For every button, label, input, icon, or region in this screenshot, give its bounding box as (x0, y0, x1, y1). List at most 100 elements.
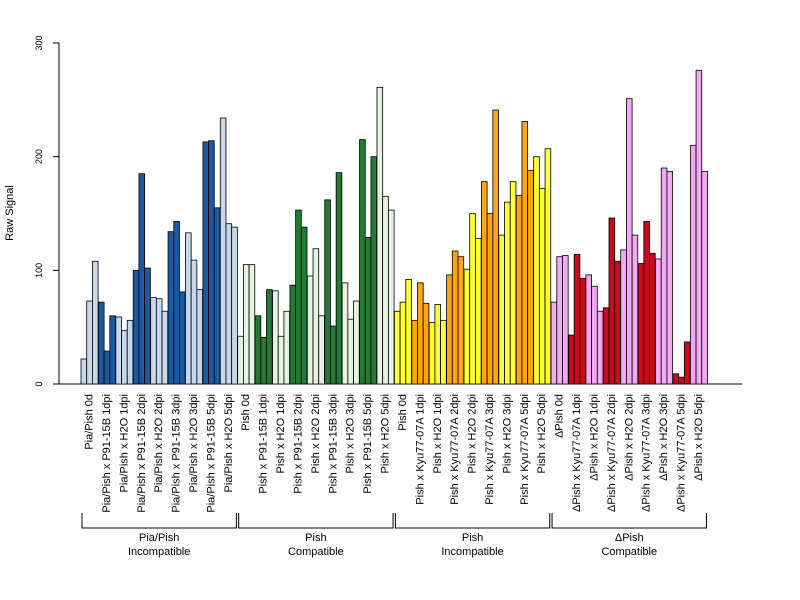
bar (138, 173, 146, 385)
x-tick-label: ΔPish x H2O 2dpi (623, 394, 635, 481)
bar (596, 310, 604, 385)
bar (242, 264, 250, 385)
bar (364, 236, 372, 385)
bar (347, 318, 354, 385)
bar (92, 260, 99, 385)
bar (683, 341, 691, 385)
group-bracket (551, 513, 707, 529)
bar (422, 302, 430, 385)
x-tick-label: Pish x P91-15B 5dpi (362, 394, 374, 494)
x-tick-label: Pia/Pish x H2O 5dpi (223, 394, 235, 492)
bar (591, 285, 598, 385)
bar (121, 330, 128, 385)
bar (672, 373, 680, 385)
group-label-line2: Compatible (601, 546, 657, 558)
x-tick-label: ΔPish x H2O 1dpi (588, 394, 600, 481)
bar (585, 274, 592, 385)
bar (481, 181, 488, 385)
bar (538, 188, 546, 385)
bar (446, 274, 453, 385)
bar (289, 284, 297, 385)
group-bracket (394, 513, 551, 529)
bar (457, 256, 465, 385)
group-label-line1: ΔPish (615, 532, 644, 544)
bar (324, 199, 331, 385)
y-tick-label: 200 (34, 149, 44, 164)
group-label-line1: Pia/Pish (139, 532, 179, 544)
bar (643, 221, 650, 385)
x-tick-label: ΔPish x H2O 3dpi (658, 394, 670, 481)
x-tick-label: Pish x Kyu77-07A 5dpi (519, 394, 531, 505)
x-tick-label: Pish x H2O 1dpi (275, 394, 287, 473)
x-tick-label: Pish 0d (397, 394, 409, 431)
bar (399, 301, 407, 385)
x-tick-label: Pish x Kyu77-07A 2dpi (449, 394, 461, 505)
x-tick-label: ΔPish x Kyu77-07A 2dpi (606, 394, 618, 512)
x-tick-label: Pia/Pish x P91-15B 3dpi (171, 394, 183, 513)
y-axis-label: Raw Signal (4, 185, 16, 241)
bar (295, 209, 302, 385)
bar (492, 109, 499, 385)
bar (300, 226, 308, 385)
bar (428, 322, 436, 385)
bar (568, 334, 575, 385)
x-tick-label: Pish x H2O 3dpi (345, 394, 357, 473)
bar (109, 315, 116, 385)
bar (701, 171, 708, 385)
bar (626, 98, 633, 385)
bar (695, 69, 703, 385)
x-tick-label: Pish x P91-15B 3dpi (327, 394, 339, 494)
x-tick-label: ΔPish x Kyu77-07A 1dpi (571, 394, 583, 512)
bar (173, 221, 180, 385)
bar (248, 264, 256, 385)
bar (335, 172, 343, 385)
bar (463, 268, 471, 385)
bar (660, 167, 668, 385)
bar (498, 234, 505, 385)
bar (637, 263, 645, 385)
bar (202, 141, 209, 385)
bar (208, 140, 215, 385)
bar (179, 291, 186, 385)
bar (387, 209, 395, 385)
bar (266, 289, 273, 385)
x-tick-label: Pish x Kyu77-07A 1dpi (414, 394, 426, 505)
bar (620, 249, 627, 385)
bar (608, 217, 616, 385)
y-tick-label: 100 (34, 263, 44, 278)
bar (579, 277, 586, 385)
bar (155, 298, 163, 385)
bar (98, 301, 105, 385)
bar (260, 336, 267, 385)
bar (376, 86, 384, 385)
x-tick-label: ΔPish 0d (554, 394, 566, 438)
bar (115, 316, 122, 385)
bar (359, 139, 366, 385)
bar (353, 300, 360, 385)
x-tick-label: Pish x H2O 1dpi (432, 394, 444, 473)
bar (602, 307, 610, 385)
x-tick-label: ΔPish x H2O 5dpi (693, 394, 705, 481)
bar (666, 171, 674, 385)
bar (689, 144, 697, 385)
x-tick-label: ΔPish x Kyu77-07A 3dpi (641, 394, 653, 512)
bar (393, 310, 401, 385)
x-tick-label: Pia/Pish x P91-15B 5dpi (205, 394, 217, 513)
bar (631, 234, 639, 385)
x-tick-label: ΔPish x Kyu77-07A 5dpi (675, 394, 687, 512)
bar (469, 213, 476, 385)
x-tick-label: Pish x P91-15B 1dpi (258, 394, 270, 494)
bar (190, 259, 198, 385)
bar (405, 279, 412, 385)
group-label-line2: Compatible (288, 546, 344, 558)
bar (527, 169, 534, 385)
bar (277, 335, 285, 385)
bar (185, 232, 192, 385)
group-label-line2: Incompatible (128, 546, 190, 558)
bar (614, 260, 621, 385)
bar (370, 156, 378, 385)
bar (196, 289, 203, 385)
x-tick-label: Pish x H2O 5dpi (536, 394, 548, 473)
x-tick-labels: Pia/Pish 0d Pia/Pish x P91-15B 1dpi Pia/Pi… (84, 394, 705, 513)
